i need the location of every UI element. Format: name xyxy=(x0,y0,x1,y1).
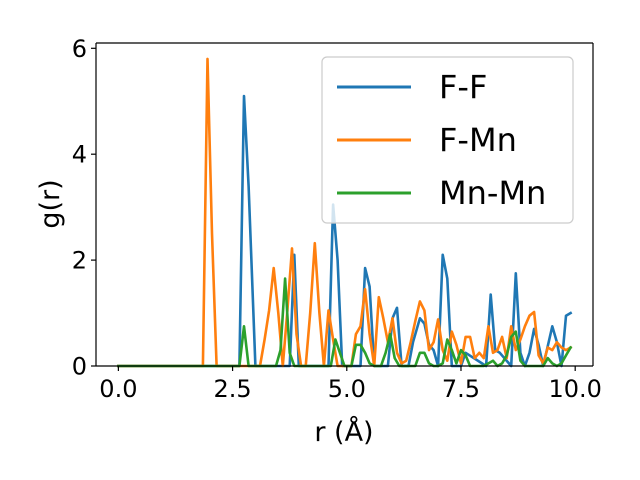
y-axis-ticks: 0 2 4 6 xyxy=(72,35,96,381)
legend-label: F-Mn xyxy=(439,121,517,159)
series-line-1 xyxy=(117,57,573,368)
legend-label: Mn-Mn xyxy=(439,174,546,212)
x-axis-ticks: 0.0 2.5 5.0 7.5 10.0 xyxy=(99,366,602,403)
y-tick-label: 0 xyxy=(72,353,87,381)
axes-frame xyxy=(95,42,594,367)
x-tick-label: 5.0 xyxy=(328,375,366,403)
legend-box xyxy=(321,56,574,224)
x-tick-label: 7.5 xyxy=(442,375,480,403)
x-tick-label: 10.0 xyxy=(548,375,601,403)
legend-label: F-F xyxy=(439,68,487,106)
y-tick-label: 2 xyxy=(72,247,87,275)
x-tick-label: 2.5 xyxy=(213,375,251,403)
x-tick-label: 0.0 xyxy=(99,375,137,403)
y-tick-label: 4 xyxy=(72,141,87,169)
x-axis-label: r (Å) xyxy=(314,416,373,448)
y-axis-label: g(r) xyxy=(35,179,66,228)
legend: F-F F-Mn Mn-Mn xyxy=(321,56,574,224)
y-tick-label: 6 xyxy=(72,35,87,63)
